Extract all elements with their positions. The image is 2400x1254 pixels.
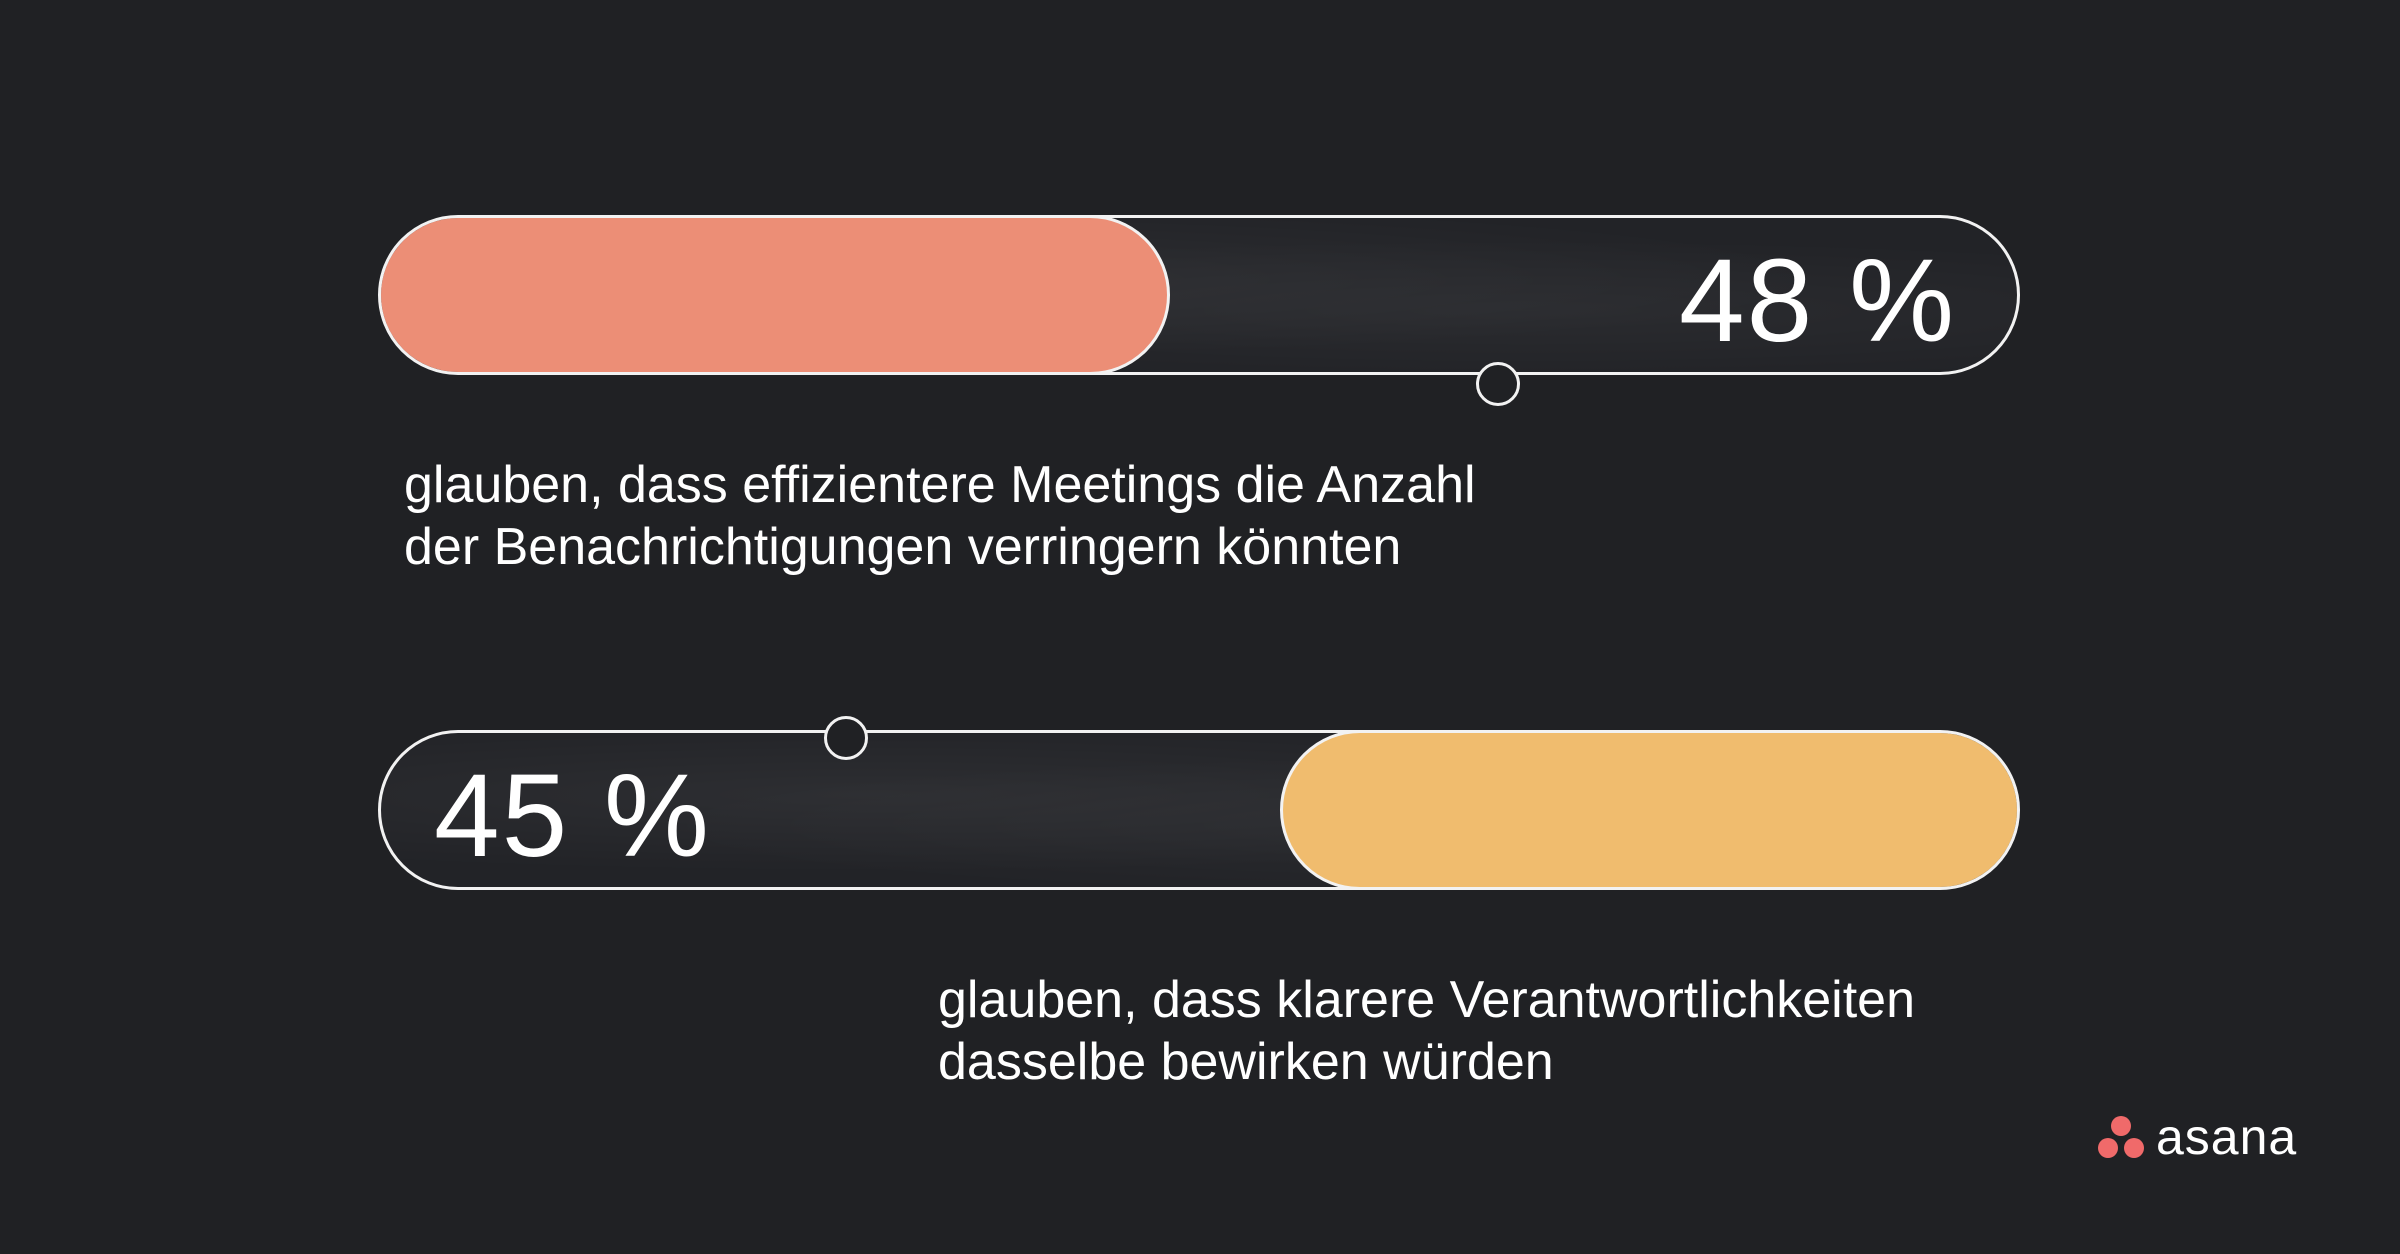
stat-2-progress-track (378, 730, 2020, 890)
stat-1-progress-fill (381, 218, 1170, 372)
logo-wordmark: asana (2156, 1109, 2298, 1165)
asana-logo: asana (2096, 1112, 2297, 1162)
logo-dot-left (2098, 1138, 2118, 1158)
stat-2-caption: glauben, dass klarere Verantwortlichkeit… (938, 969, 1915, 1093)
stat-2-caption-line-1: glauben, dass klarere Verantwortlichkeit… (938, 971, 1916, 1029)
stat-1-progress-track (378, 215, 2020, 375)
stat-1-percentage: 48 % (1679, 235, 1956, 367)
stat-2-percentage: 45 % (434, 750, 711, 882)
logo-dot-right (2124, 1138, 2144, 1158)
stat-2-track-knob (824, 716, 868, 760)
stat-1-track-knob (1476, 362, 1520, 406)
stat-2-caption-line-2: dasselbe bewirken würden (938, 1033, 1554, 1091)
stat-1-caption: glauben, dass effizientere Meetings die … (404, 454, 1476, 578)
stat-2-progress-fill (1280, 733, 2017, 887)
logo-dot-top (2111, 1116, 2131, 1136)
stat-1-caption-line-2: der Benachrichtigungen verringern könnte… (404, 518, 1402, 576)
stat-1-caption-line-1: glauben, dass effizientere Meetings die … (404, 456, 1476, 514)
asana-three-dots-icon (2096, 1114, 2146, 1160)
